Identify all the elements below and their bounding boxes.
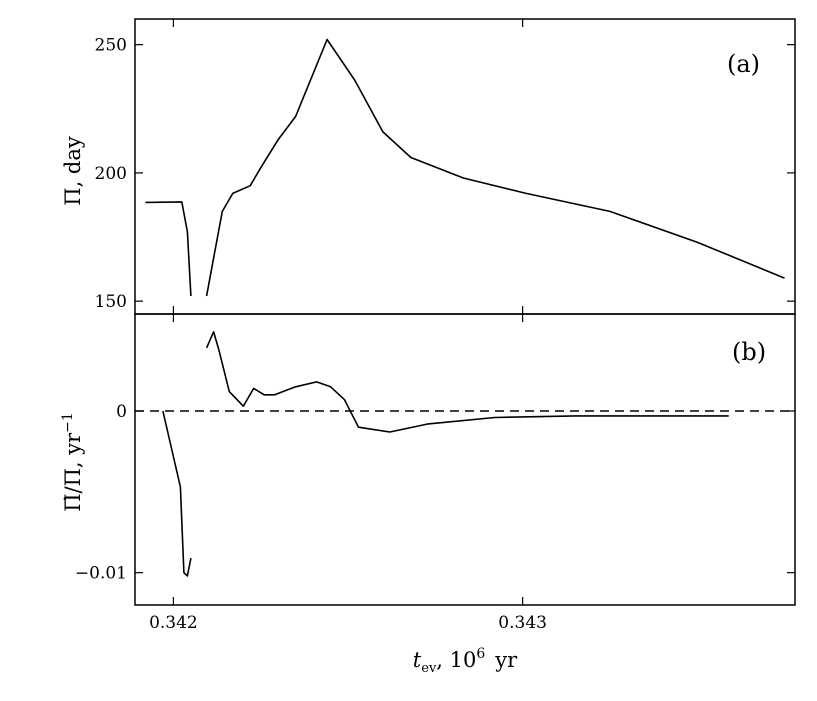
xtick-label: 0.343 [498, 613, 547, 633]
panel-a-ytick-label: 150 [95, 292, 127, 312]
panel-b-ytick-label: −0.01 [75, 564, 127, 584]
y-axis-label-a: Π, day [61, 136, 85, 206]
axis-ticks: 150 200 250 0 −0.01 0.342 0.343 [75, 19, 795, 633]
y-axis-label-b: Π̇/Π, yr−1 [60, 412, 85, 512]
x-axis-label-rest: , 10 [436, 648, 476, 672]
x-axis-label-unit: yr [494, 648, 518, 672]
panel-a-frame [134, 18, 796, 315]
panel-b-series-2-line [205, 330, 729, 433]
panel-a-tag: (a) [727, 50, 760, 78]
panel-a-series-1-line [145, 201, 192, 297]
panel-a-ytick-label: 250 [95, 36, 127, 56]
x-axis-label-sub: ev [421, 661, 437, 676]
panel-a-series-2-line [205, 38, 785, 297]
panel-b-marks [135, 330, 795, 577]
y-axis-label-b-sup: −1 [60, 412, 76, 433]
panel-a-marks [145, 38, 785, 297]
x-axis-label-main: t [413, 648, 422, 672]
panel-b-ytick-label: 0 [116, 402, 127, 422]
panel-a-ytick-label: 200 [95, 164, 127, 184]
y-axis-label-b-main: Π̇/Π, yr [61, 432, 85, 512]
panel-b-frame [134, 313, 796, 606]
xtick-label: 0.342 [149, 613, 198, 633]
x-axis-label: tev, 106 yr [413, 646, 518, 676]
x-axis-label-sup: 6 [476, 646, 485, 662]
panel-b-series-1-line [162, 410, 192, 577]
panel-b-tag: (b) [732, 338, 766, 366]
